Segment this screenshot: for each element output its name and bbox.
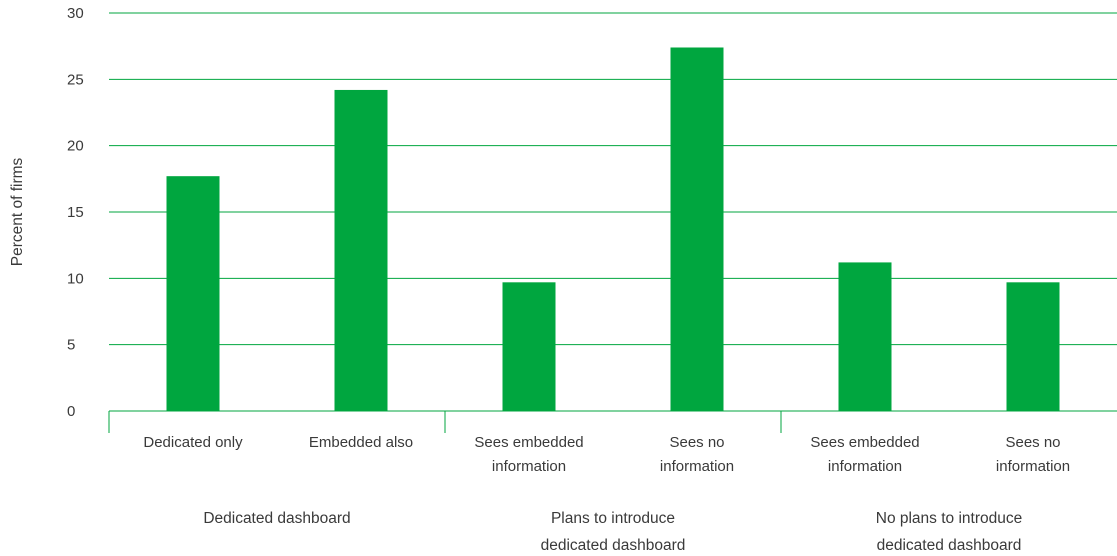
y-tick-label: 30 xyxy=(67,5,84,22)
bar xyxy=(334,89,388,412)
y-tick-label: 15 xyxy=(67,204,84,221)
category-label: Sees embedded information xyxy=(474,434,583,475)
y-tick-label: 5 xyxy=(67,337,75,354)
y-tick-label: 20 xyxy=(67,138,84,155)
y-tick-label: 0 xyxy=(67,403,75,420)
category-labels: Dedicated only Embedded also Sees embedded… xyxy=(143,434,1070,475)
group-label: Dedicated dashboard xyxy=(203,510,350,527)
bar xyxy=(166,176,220,411)
bars xyxy=(166,47,1060,412)
category-label: Dedicated only xyxy=(143,434,243,451)
bar xyxy=(838,262,892,411)
gridlines xyxy=(109,12,1117,346)
category-label: Sees no information xyxy=(996,434,1070,475)
category-label: Sees embedded information xyxy=(810,434,919,475)
x-axis xyxy=(108,410,1117,433)
bar xyxy=(670,47,724,411)
y-tick-label: 10 xyxy=(67,270,84,287)
bar xyxy=(502,282,556,411)
group-label: Plans to introduce dedicated dashboard xyxy=(541,510,686,554)
y-axis-title: Percent of firms xyxy=(9,157,26,266)
category-label: Sees no information xyxy=(660,434,734,475)
group-label: No plans to introduce dedicated dashboard xyxy=(876,510,1022,554)
y-tick-label: 25 xyxy=(67,71,84,88)
category-label: Embedded also xyxy=(309,434,413,451)
group-labels: Dedicated dashboard Plans to introduce ded… xyxy=(203,510,1022,554)
y-tick-labels: 0 5 10 15 20 25 30 xyxy=(67,5,84,420)
bar xyxy=(1006,282,1060,411)
